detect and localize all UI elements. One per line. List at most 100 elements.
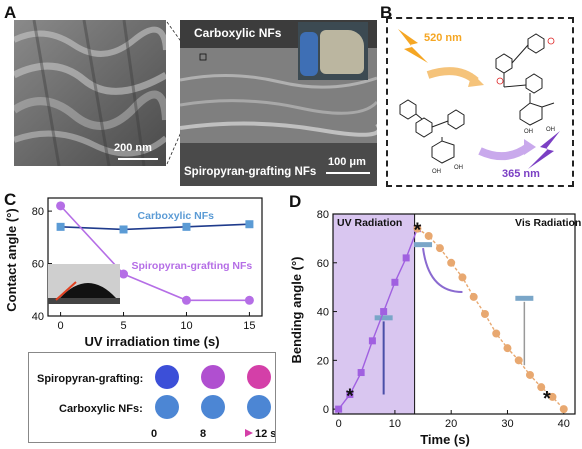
contact-angle-chart: 0 5 10 15 40 60 80 Carboxylic NFs Spiropyran-gra… <box>4 197 263 349</box>
d-star-marker: * <box>543 388 551 410</box>
svg-text:OH: OH <box>546 127 555 133</box>
d-point-uv <box>368 337 376 345</box>
lightning-365-icon <box>528 131 560 169</box>
spiropyran-structure <box>399 99 465 164</box>
d-star-marker: * <box>414 220 422 242</box>
c-xtick-label: 15 <box>243 320 255 332</box>
c-series-line-1 <box>60 205 250 302</box>
d-point-vis <box>559 405 568 414</box>
lightning-520-icon <box>398 29 428 63</box>
panel-label-d: D <box>289 192 302 211</box>
droplet-inset-photo <box>48 264 120 304</box>
d-xtick-label: 0 <box>336 418 342 430</box>
c-xtick-label: 10 <box>180 320 192 332</box>
svg-text:OH: OH <box>524 129 533 135</box>
d-series-line-0 <box>338 228 419 410</box>
c-point-square <box>119 225 128 234</box>
scale-bar-left <box>118 158 158 160</box>
d-point-vis <box>424 231 433 240</box>
c-ytick-label: 40 <box>32 311 44 323</box>
d-ytick-label: 60 <box>317 258 329 270</box>
c-xtick-label: 5 <box>120 320 126 332</box>
label-spiropyran-nfs: Spiropyran-grafting NFs <box>184 166 317 178</box>
wavelength-520-label: 520 nm <box>424 32 462 44</box>
d-point-vis <box>469 292 478 301</box>
sem-image-cross-section: Carboxylic NFs Spiropyran-grafting NFs 1… <box>180 20 377 186</box>
d-point-vis <box>503 344 512 353</box>
panel-label-c: C <box>4 190 17 209</box>
d-xlabel: Time (s) <box>420 432 470 447</box>
c-ylabel: Contact angle (°) <box>4 208 19 311</box>
time-mid: 8 <box>200 428 206 440</box>
row-label-carboxylic: Carboxylic NFs: <box>59 403 143 415</box>
d-point-vis <box>435 244 444 253</box>
d-point-vis <box>458 273 467 282</box>
c-point-square <box>182 222 191 231</box>
d-xtick-label: 20 <box>445 418 457 430</box>
swatch-carb-12 <box>247 395 271 419</box>
c-legend-spiropyran: Spiropyran-grafting NFs <box>132 260 253 272</box>
scale-label-right: 100 μm <box>328 156 366 168</box>
d-point-vis <box>537 383 546 392</box>
d-point-vis <box>480 310 489 318</box>
d-plot-frame <box>332 213 576 415</box>
c-point-circle <box>119 269 129 279</box>
sem-image-nanofibers: 200 nm <box>14 20 166 166</box>
reaction-scheme-box: 520 nm 365 nm OH OH <box>386 17 574 187</box>
photo-inset <box>298 22 368 80</box>
c-series-line-0 <box>60 223 250 231</box>
scale-label-left: 200 nm <box>114 142 152 154</box>
d-point-vis <box>413 224 422 233</box>
d-point-uv <box>335 405 343 413</box>
swatch-spiro-12 <box>247 365 271 389</box>
d-ylabel: Bending angle (°) <box>289 256 304 363</box>
swatch-carb-8 <box>201 395 225 419</box>
d-actuator-inset-3 <box>515 295 534 301</box>
d-xtick-label: 40 <box>558 418 570 430</box>
scale-bar-right <box>326 172 370 174</box>
svg-text:OH: OH <box>432 169 441 175</box>
swatch-carb-0 <box>155 395 179 419</box>
c-point-square <box>56 222 65 231</box>
c-point-square <box>245 220 254 229</box>
d-xtick-label: 30 <box>501 418 513 430</box>
d-star-marker: * <box>346 385 354 407</box>
color-change-grid: Spiropyran-grafting: Carboxylic NFs: 0 8… <box>28 352 276 443</box>
panel-label-a: A <box>4 3 17 22</box>
d-vis-label: Vis Radiation <box>515 217 581 229</box>
film-sample <box>320 30 364 74</box>
d-point-vis <box>548 392 557 401</box>
d-point-uv <box>402 254 410 262</box>
c-xlabel: UV irradiation time (s) <box>84 334 219 349</box>
d-ytick-label: 20 <box>317 355 329 367</box>
d-ytick-label: 80 <box>317 209 329 221</box>
d-xtick-label: 10 <box>389 418 401 430</box>
d-ytick-label: 40 <box>317 307 329 319</box>
label-carboxylic-nfs: Carboxylic NFs <box>194 26 282 40</box>
c-xtick-label: 0 <box>58 320 64 332</box>
d-ytick-label: 0 <box>323 404 329 416</box>
arrow-365-icon <box>478 143 531 161</box>
time-end: 12 s <box>255 428 275 440</box>
svg-text:OH: OH <box>454 165 463 171</box>
swatch-spiro-0 <box>155 365 179 389</box>
d-point-vis <box>525 370 534 379</box>
c-ytick-label: 60 <box>32 259 44 271</box>
d-point-uv <box>391 278 399 286</box>
row-label-spiropyran: Spiropyran-grafting: <box>37 373 144 385</box>
d-series-line-1 <box>417 228 565 410</box>
d-actuator-inset-2-film <box>422 248 463 294</box>
time-gradient-arrow: 0 8 12 s <box>151 428 275 440</box>
bending-angle-chart: UV Radiation Vis Radiation 0 10 20 30 40 0 20 40 6… <box>289 209 581 447</box>
wavelength-365-label: 365 nm <box>502 168 540 180</box>
d-point-vis <box>514 356 523 365</box>
d-actuator-inset-2 <box>414 242 433 248</box>
c-point-circle <box>244 295 254 305</box>
d-point-uv <box>346 390 354 398</box>
d-point-uv <box>380 308 388 316</box>
scheme-drawing: 520 nm 365 nm OH OH <box>398 29 560 180</box>
sem-texture-left <box>14 20 166 166</box>
arrow-520-icon <box>426 67 479 85</box>
d-point-uv <box>357 369 365 377</box>
merocyanine-structure <box>495 33 555 126</box>
